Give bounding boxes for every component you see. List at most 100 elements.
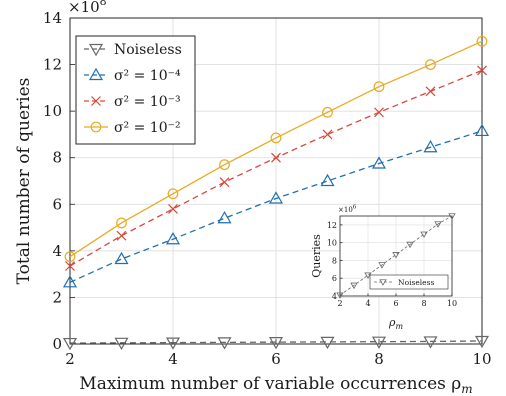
main-data-point <box>217 337 232 350</box>
main-data-point <box>116 230 127 241</box>
main-data-point <box>371 336 387 349</box>
inset-x-axis-label: ρm <box>388 316 403 331</box>
legend-label: σ² = 10⁻³ <box>114 94 181 110</box>
x-axis-label: Maximum number of variable occurrences ρ… <box>79 374 472 396</box>
main-x-tick-label: 2 <box>65 350 75 368</box>
main-data-point <box>373 81 385 93</box>
main-x-tick-label: 6 <box>271 350 281 368</box>
main-data-point <box>165 337 181 350</box>
main-data-point <box>374 107 384 118</box>
main-data-point <box>168 204 178 214</box>
main-y-tick-label: 4 <box>52 242 62 260</box>
inset-series-line-0 <box>339 215 453 296</box>
inset-legend-label: Noiseless <box>398 278 434 287</box>
main-data-point <box>271 152 281 163</box>
main-y-tick-label: 8 <box>52 149 62 167</box>
main-y-tick-label: 0 <box>52 335 62 353</box>
main-series <box>62 35 490 351</box>
main-x-tick-label: 4 <box>168 350 178 368</box>
main-data-point <box>219 177 230 188</box>
main-data-point <box>62 337 78 351</box>
inset-legend-item: Noiseless <box>374 278 434 287</box>
main-data-point <box>425 59 436 70</box>
main-data-point <box>322 129 333 140</box>
main-data-point <box>217 211 232 224</box>
legend-label: Noiseless <box>114 42 182 58</box>
main-data-point <box>322 106 333 118</box>
inset-x-tick-label: 8 <box>421 299 426 308</box>
main-data-point <box>114 337 129 351</box>
inset-data-point <box>406 241 414 249</box>
main-data-point <box>116 217 127 229</box>
inset-y-scale-label: ×106 <box>338 205 357 215</box>
legend-item: σ² = 10⁻⁴ <box>84 67 181 84</box>
inset-data-point <box>378 262 386 269</box>
inset-data-point <box>392 252 400 259</box>
legend-marker <box>91 96 101 106</box>
main-y-tick-label: 10 <box>43 102 62 120</box>
main-data-point <box>476 35 488 47</box>
main-data-point <box>474 335 490 349</box>
main-legend: Noiseless σ² = 10⁻⁴ σ² = 10⁻³ σ² = 10⁻² <box>75 35 196 145</box>
inset-data-point <box>336 292 344 299</box>
main-data-point <box>219 159 230 171</box>
main-data-point <box>268 191 284 204</box>
inset-data-point <box>434 221 442 228</box>
main-data-point <box>423 336 438 349</box>
y-axis-label: Total number of queries <box>14 78 34 285</box>
main-data-point <box>320 173 335 187</box>
main-y-tick-label: 14 <box>43 9 62 27</box>
legend-label: σ² = 10⁻⁴ <box>114 68 181 84</box>
main-data-point <box>167 188 179 200</box>
main-data-point <box>423 140 438 153</box>
legend-item: Noiseless <box>84 42 182 58</box>
main-series-line-0 <box>69 340 483 344</box>
main-data-point <box>62 275 78 288</box>
main-x-tick-label: 8 <box>374 350 384 368</box>
main-data-point <box>474 123 490 137</box>
main-y-tick-label: 12 <box>43 56 62 74</box>
inset-y-tick-label: 8 <box>332 256 337 265</box>
inset-y-axis-label: Queries <box>310 234 323 278</box>
main-y-tick-label: 2 <box>52 288 62 306</box>
inset-data-point <box>448 213 456 220</box>
inset-y-tick-label: 6 <box>332 274 337 283</box>
legend-label: σ² = 10⁻² <box>114 120 181 136</box>
inset-x-tick-label: 10 <box>447 299 457 308</box>
inset-x-tick-label: 6 <box>393 299 398 308</box>
inset-y-tick-label: 4 <box>332 292 337 301</box>
main-data-point <box>65 261 75 271</box>
inset-series <box>336 213 456 299</box>
main-data-point <box>371 156 387 169</box>
legend-marker <box>88 67 104 81</box>
main-series-line-3 <box>69 40 483 258</box>
legend-item: σ² = 10⁻³ <box>84 94 181 110</box>
main-series-line-1 <box>69 130 483 283</box>
inset-y-tick-label: 10 <box>327 239 337 248</box>
main-data-point <box>64 251 76 263</box>
main-data-point <box>270 132 282 144</box>
main-data-point <box>268 337 284 350</box>
main-data-point <box>114 251 129 265</box>
main-data-point <box>477 65 487 76</box>
inset-data-point <box>420 231 428 239</box>
y-scale-label: ×108 <box>68 0 107 16</box>
legend-marker <box>90 121 102 133</box>
inset-data-point <box>350 282 358 290</box>
legend-item: σ² = 10⁻² <box>84 120 181 136</box>
inset-x-tick-label: 2 <box>337 299 342 308</box>
inset-legend-marker <box>379 279 387 286</box>
main-y-tick-label: 6 <box>52 195 62 213</box>
main-data-point <box>320 336 335 350</box>
inset-data-point <box>364 272 372 279</box>
inset-x-tick-label: 4 <box>365 299 370 308</box>
main-x-tick-label: 10 <box>472 350 491 368</box>
inset-y-tick-label: 12 <box>327 221 337 230</box>
main-data-point <box>425 86 436 97</box>
inset-legend-box <box>369 274 449 290</box>
legend-marker <box>88 43 104 57</box>
main-data-point <box>165 232 181 245</box>
